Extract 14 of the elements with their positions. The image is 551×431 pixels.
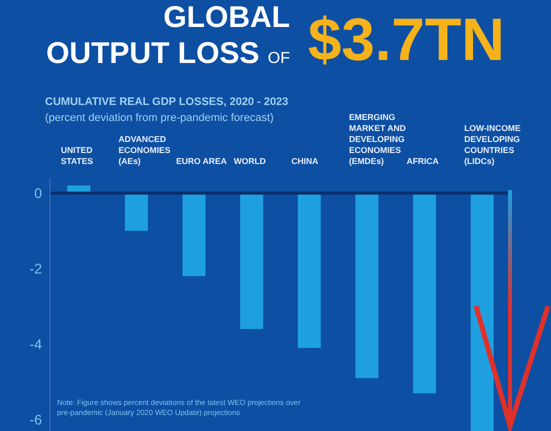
y-tick-label: -4 bbox=[30, 336, 42, 352]
x-tick-label: EURO AREA bbox=[176, 156, 227, 166]
x-tick-label: WORLD bbox=[234, 156, 266, 166]
x-tick-label: AFRICA bbox=[406, 156, 439, 166]
y-tick-label: -6 bbox=[30, 412, 42, 428]
chart-subtitle: CUMULATIVE REAL GDP LOSSES, 2020 - 2023 bbox=[45, 96, 288, 108]
y-tick-label: 0 bbox=[34, 185, 42, 202]
x-tick-label: ADVANCED ECONOMIES (AEs) bbox=[118, 134, 171, 166]
y-axis-title: (percent deviation from pre-pandemic forecast) bbox=[45, 112, 274, 124]
x-tick-label: UNITED STATES bbox=[60, 145, 94, 166]
x-tick-label: LOW-INCOME DEVELOPING COUNTRIES (LIDCs) bbox=[464, 123, 522, 166]
x-tick-label: EMERGING MARKET AND DEVELOPING ECONOMIES (EMDEs) bbox=[348, 112, 406, 166]
y-tick-label: -2 bbox=[30, 260, 42, 277]
x-tick-label: CHINA bbox=[291, 156, 318, 166]
